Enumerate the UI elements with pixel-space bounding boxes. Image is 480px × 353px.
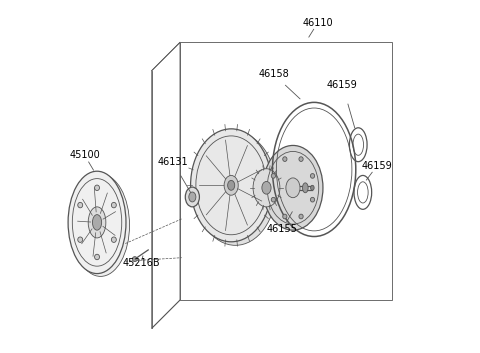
Ellipse shape [111,237,116,243]
Ellipse shape [286,178,300,198]
Ellipse shape [299,214,303,219]
Ellipse shape [185,187,199,207]
Ellipse shape [299,157,303,161]
Ellipse shape [311,174,314,178]
Ellipse shape [68,171,126,274]
Ellipse shape [224,175,238,195]
Ellipse shape [72,174,130,276]
Ellipse shape [195,132,276,245]
Ellipse shape [78,202,83,208]
Ellipse shape [95,185,99,191]
Ellipse shape [271,174,276,178]
Text: 45216B: 45216B [122,258,160,268]
Ellipse shape [271,197,276,202]
Ellipse shape [311,185,314,190]
Text: 46159: 46159 [327,80,358,90]
Ellipse shape [78,237,83,243]
Ellipse shape [111,202,116,208]
Text: 46155: 46155 [267,225,298,234]
Ellipse shape [311,197,314,202]
Ellipse shape [132,257,137,262]
Text: 45100: 45100 [69,150,100,160]
Text: 46110: 46110 [302,18,333,28]
Ellipse shape [228,180,235,190]
Text: 46159: 46159 [361,161,392,171]
Ellipse shape [93,215,102,230]
Ellipse shape [253,169,280,207]
Ellipse shape [262,181,271,194]
Ellipse shape [263,145,323,230]
Ellipse shape [302,183,308,193]
Ellipse shape [191,129,272,242]
Text: 46158: 46158 [258,69,289,79]
Ellipse shape [283,157,287,161]
Text: 46131: 46131 [157,157,188,167]
Ellipse shape [283,214,287,219]
Ellipse shape [95,254,99,260]
Ellipse shape [88,207,106,238]
Ellipse shape [189,192,196,202]
